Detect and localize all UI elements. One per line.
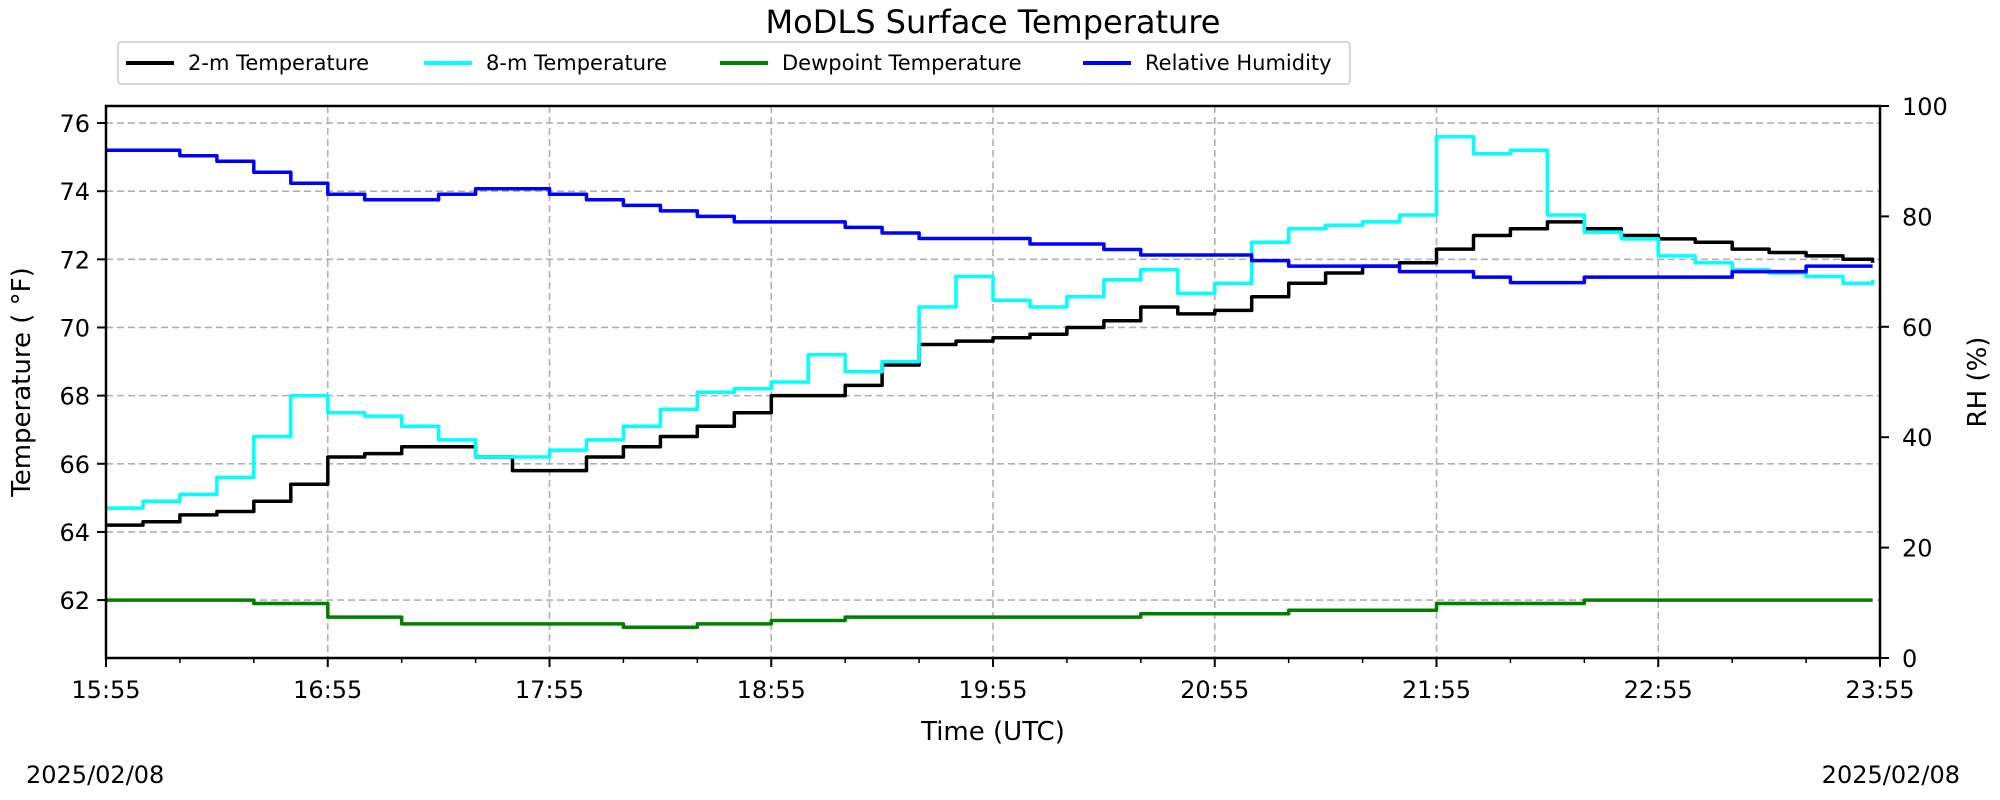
x-axis-label: Time (UTC) <box>920 717 1065 747</box>
date-left: 2025/02/08 <box>26 761 165 789</box>
y-axis-left: 62 64 66 68 70 72 74 76 <box>59 110 106 615</box>
y-tick-label: 74 <box>59 178 90 206</box>
x-tick-label: 22:55 <box>1624 676 1693 704</box>
x-tick-label: 17:55 <box>515 676 584 704</box>
y2-tick-label: 0 <box>1902 645 1917 673</box>
y-tick-label: 76 <box>59 110 90 138</box>
y2-axis-label: RH (%) <box>1963 337 1993 428</box>
y-tick-label: 68 <box>59 383 90 411</box>
x-tick-label: 20:55 <box>1180 676 1249 704</box>
y2-tick-label: 80 <box>1902 203 1933 231</box>
legend-label: Dewpoint Temperature <box>782 51 1022 75</box>
x-tick-label: 21:55 <box>1402 676 1471 704</box>
legend-label: 2-m Temperature <box>188 51 369 75</box>
x-tick-label: 15:55 <box>71 676 140 704</box>
y-tick-label: 70 <box>59 314 90 342</box>
legend: 2-m Temperature 8-m Temperature Dewpoint T… <box>117 41 1351 85</box>
legend-label: 8-m Temperature <box>486 51 667 75</box>
x-tick-label: 16:55 <box>293 676 362 704</box>
y-tick-label: 62 <box>59 587 90 615</box>
x-tick-label: 19:55 <box>958 676 1027 704</box>
x-tick-label: 18:55 <box>737 676 806 704</box>
chart-title: MoDLS Surface Temperature <box>766 3 1221 41</box>
grid <box>106 106 1880 658</box>
series-line-2-m-temperature <box>106 220 1875 527</box>
y2-tick-label: 40 <box>1902 424 1933 452</box>
y-tick-label: 72 <box>59 246 90 274</box>
x-tick-label: 23:55 <box>1845 676 1914 704</box>
series-lines <box>106 134 1875 630</box>
series-line-dewpoint-temperature <box>106 598 1873 630</box>
y2-tick-label: 20 <box>1902 535 1933 563</box>
y-tick-label: 64 <box>59 519 90 547</box>
y2-tick-label: 60 <box>1902 314 1933 342</box>
x-axis: 15:55 16:55 17:55 18:55 19:55 20:55 21:55 22:55… <box>71 658 1915 704</box>
series-line-8-m-temperature <box>106 134 1875 510</box>
y-tick-label: 66 <box>59 451 90 479</box>
y-axis-right: 0 20 40 60 80 100 <box>1880 93 1948 673</box>
series-line-relative-humidity <box>106 148 1873 285</box>
y2-tick-label: 100 <box>1902 93 1948 121</box>
legend-label: Relative Humidity <box>1145 51 1332 75</box>
date-right: 2025/02/08 <box>1821 761 1960 789</box>
y-axis-label: Temperature ( °F) <box>7 267 37 497</box>
